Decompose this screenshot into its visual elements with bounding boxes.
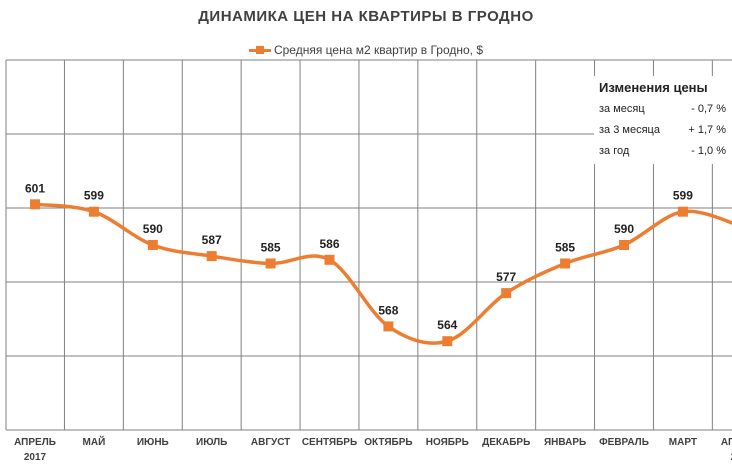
x-tick-label: ОКТЯБРЬ xyxy=(364,437,412,448)
data-label: 601 xyxy=(25,181,45,195)
x-tick-label: МАЙ xyxy=(83,435,106,448)
data-point-marker xyxy=(324,254,335,265)
data-point-marker xyxy=(88,206,99,217)
data-label: 590 xyxy=(143,222,163,236)
x-tick-label: АПРЕЛЬ xyxy=(14,437,56,448)
x-tick-label: СЕНТЯБРЬ xyxy=(302,437,357,448)
x-tick-label: АПРЕЛЬ xyxy=(721,437,732,448)
legend-line-marker-icon xyxy=(248,44,271,56)
x-axis-labels: АПРЕЛЬ 2017 МАЙ ИЮНЬ ИЮЛЬ АВГУСТ СЕНТЯБРЬ ОКТЯБ… xyxy=(14,435,732,463)
price-change-row: за месяц - 0,7 % xyxy=(599,103,726,115)
price-change-row: за 3 месяца + 1,7 % xyxy=(599,124,726,136)
data-point-marker xyxy=(442,336,453,347)
data-point-marker xyxy=(206,251,217,262)
x-tick-sublabel: 2017 xyxy=(24,452,47,463)
price-change-box: Изменения цены за месяц - 0,7 % за 3 мес… xyxy=(594,76,732,164)
row-label: за месяц xyxy=(599,103,645,115)
row-label: за 3 месяца xyxy=(599,124,660,136)
x-tick-sublabel: 2018 xyxy=(731,452,732,463)
x-tick-label: ИЮЛЬ xyxy=(196,437,227,448)
data-label: 568 xyxy=(378,303,398,317)
data-point-marker xyxy=(383,321,394,332)
data-label: 599 xyxy=(84,189,104,203)
grid xyxy=(5,59,732,431)
data-point-marker xyxy=(265,258,276,269)
x-tick-label: АВГУСТ xyxy=(251,437,290,448)
data-labels: 6015995905875855865685645775855905995 xyxy=(25,181,693,332)
data-label: 585 xyxy=(261,241,281,255)
chart-title: ДИНАМИКА ЦЕН НА КВАРТИРЫ В ГРОДНО xyxy=(198,8,534,25)
row-value: - 0,7 % xyxy=(691,103,726,115)
x-tick-label: ИЮНЬ xyxy=(137,437,169,448)
x-tick-label: ФЕВРАЛЬ xyxy=(599,437,649,448)
price-change-row: за год - 1,0 % xyxy=(599,145,726,157)
x-tick-label: МАРТ xyxy=(669,437,697,448)
data-point-marker xyxy=(619,240,629,250)
data-label: 586 xyxy=(319,237,339,251)
row-value: - 1,0 % xyxy=(691,145,726,157)
data-point-marker xyxy=(147,240,158,250)
data-label: 564 xyxy=(437,318,457,332)
price-change-title: Изменения цены xyxy=(599,80,708,95)
data-point-marker xyxy=(501,288,512,299)
data-point-marker xyxy=(677,206,688,217)
data-label: 590 xyxy=(614,222,634,236)
data-label: 599 xyxy=(673,189,693,203)
data-point-marker xyxy=(560,258,571,269)
data-label: 585 xyxy=(555,241,575,255)
row-label: за год xyxy=(599,145,630,157)
series-markers xyxy=(30,199,688,347)
x-tick-label: ДЕКАБРЬ xyxy=(482,437,530,448)
legend-label: Средняя цена м2 квартир в Гродно, $ xyxy=(273,43,484,57)
x-tick-label: НОЯБРЬ xyxy=(426,437,469,448)
row-value: + 1,7 % xyxy=(688,124,726,136)
x-tick-label: ЯНВАРЬ xyxy=(544,437,586,448)
data-point-marker xyxy=(30,199,40,210)
legend: Средняя цена м2 квартир в Гродно, $ xyxy=(0,43,732,57)
data-label: 587 xyxy=(202,233,222,247)
data-label: 577 xyxy=(496,270,516,284)
